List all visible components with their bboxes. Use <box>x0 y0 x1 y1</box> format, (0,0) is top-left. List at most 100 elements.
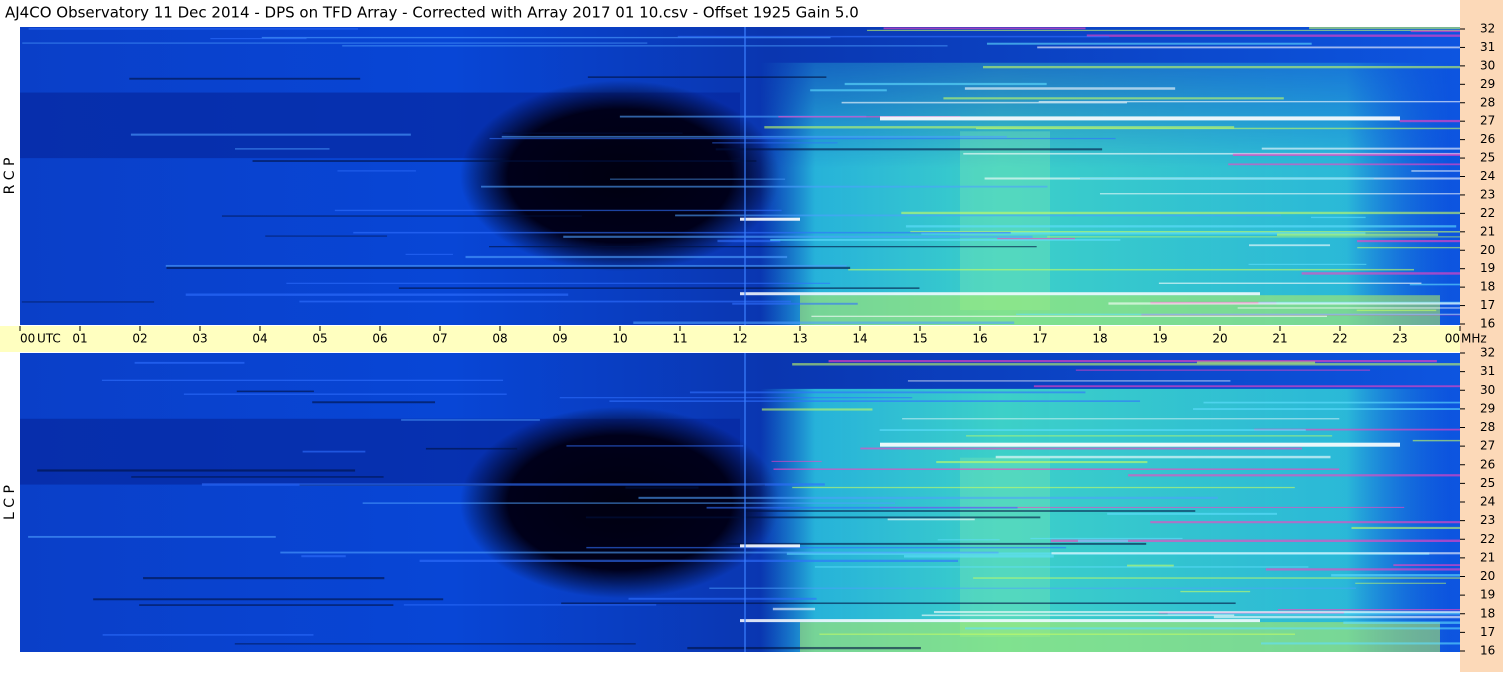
interference-streak <box>165 264 847 267</box>
interference-streak <box>1127 564 1174 567</box>
x-tick-label: 11 <box>672 332 687 346</box>
interference-streak <box>638 496 1218 499</box>
interference-streak <box>770 239 1121 241</box>
interference-streak <box>610 178 786 180</box>
interference-streak <box>792 363 1460 366</box>
interference-streak <box>687 646 921 650</box>
interference-streak <box>771 460 822 462</box>
interference-streak <box>236 390 314 393</box>
interference-streak <box>185 293 569 296</box>
interference-streak <box>1248 244 1331 247</box>
interference-streak <box>1075 369 1371 371</box>
interference-streak <box>739 510 1196 512</box>
interference-streak <box>403 604 657 606</box>
x-tick-label: 13 <box>792 332 807 346</box>
interference-streak <box>1356 309 1437 312</box>
interference-streak <box>252 160 757 162</box>
y-tick-label: 23 <box>1480 513 1495 527</box>
interference-streak <box>609 400 1141 402</box>
interference-streak <box>93 598 444 601</box>
interference-streak <box>401 419 540 421</box>
interference-streak <box>715 148 1103 151</box>
interference-streak <box>903 555 1054 558</box>
interference-streak <box>1399 119 1460 123</box>
interference-streak <box>792 486 1295 489</box>
x-tick-label: 05 <box>312 332 327 346</box>
y-tick-label: 21 <box>1480 550 1495 564</box>
interference-streak <box>1213 615 1460 619</box>
interference-streak <box>973 577 1460 579</box>
y-tick-label: 30 <box>1480 383 1495 397</box>
interference-streak <box>261 36 831 39</box>
interference-streak <box>1232 153 1460 156</box>
interference-streak <box>405 253 453 255</box>
y-tick-label: 28 <box>1480 420 1495 434</box>
x-tick-label: 20 <box>1212 332 1227 346</box>
interference-streak <box>905 225 1457 228</box>
x-tick-label: 09 <box>552 332 567 346</box>
y-tick-label: 16 <box>1480 317 1495 331</box>
interference-streak <box>848 268 1415 271</box>
interference-streak <box>811 315 1327 318</box>
interference-streak <box>966 435 1333 437</box>
y-tick-label: 31 <box>1480 364 1495 378</box>
x-tick-label: 01 <box>72 332 87 346</box>
day-bottom <box>800 295 1440 325</box>
interference-streak <box>561 602 1236 605</box>
interference-streak <box>732 302 858 305</box>
interference-streak <box>921 232 1366 235</box>
interference-streak <box>131 476 384 478</box>
interference-streak <box>201 483 825 486</box>
interference-streak <box>995 455 1331 459</box>
interference-streak <box>901 211 1460 215</box>
interference-streak <box>1051 552 1460 555</box>
interference-streak <box>221 215 582 217</box>
interference-streak <box>709 587 1357 589</box>
interference-streak <box>280 551 999 554</box>
interference-streak <box>943 97 1284 100</box>
interference-streak <box>1099 193 1460 195</box>
panel-label: R C P <box>2 158 18 195</box>
interference-streak <box>1248 263 1367 265</box>
interference-streak <box>983 65 1460 69</box>
x-tick-label: 12 <box>732 332 747 346</box>
x-tick-label: 23 <box>1392 332 1407 346</box>
y-tick-label: 19 <box>1480 588 1495 602</box>
interference-streak <box>887 518 975 521</box>
frequency-strip <box>1460 0 1503 672</box>
y-tick-label: 18 <box>1480 606 1495 620</box>
interference-streak <box>28 535 276 538</box>
interference-streak <box>1357 246 1460 249</box>
interference-streak <box>489 137 1116 140</box>
interference-streak <box>559 397 913 399</box>
y-tick-label: 26 <box>1480 132 1495 146</box>
y-tick-label: 27 <box>1480 114 1495 128</box>
interference-streak <box>235 148 330 150</box>
y-tick-label: 22 <box>1480 532 1495 546</box>
time-band <box>0 326 1460 352</box>
interference-streak <box>265 235 388 237</box>
x-tick-label: 00 <box>20 332 35 346</box>
interference-streak <box>778 116 961 118</box>
interference-streak <box>764 126 1235 129</box>
interference-streak <box>1107 512 1278 515</box>
interference-streak <box>566 445 744 447</box>
interference-streak <box>1237 307 1460 309</box>
interference-streak <box>725 542 1147 545</box>
interference-streak <box>465 255 788 259</box>
y-tick-label: 28 <box>1480 95 1495 109</box>
y-tick-label: 19 <box>1480 261 1495 275</box>
interference-streak <box>299 300 792 303</box>
x-tick-label: 18 <box>1092 332 1107 346</box>
interference-streak <box>1261 642 1460 645</box>
y-axis-label: MHz <box>1461 332 1487 346</box>
interference-streak <box>810 89 887 92</box>
y-tick-label: 21 <box>1480 224 1495 238</box>
x-tick-label: 14 <box>852 332 867 346</box>
interference-streak <box>501 135 1007 138</box>
interference-streak <box>398 287 920 289</box>
y-tick-label: 17 <box>1480 298 1495 312</box>
x-tick-label: 19 <box>1152 332 1167 346</box>
interference-streak <box>1077 539 1129 543</box>
interference-streak <box>1351 526 1460 530</box>
